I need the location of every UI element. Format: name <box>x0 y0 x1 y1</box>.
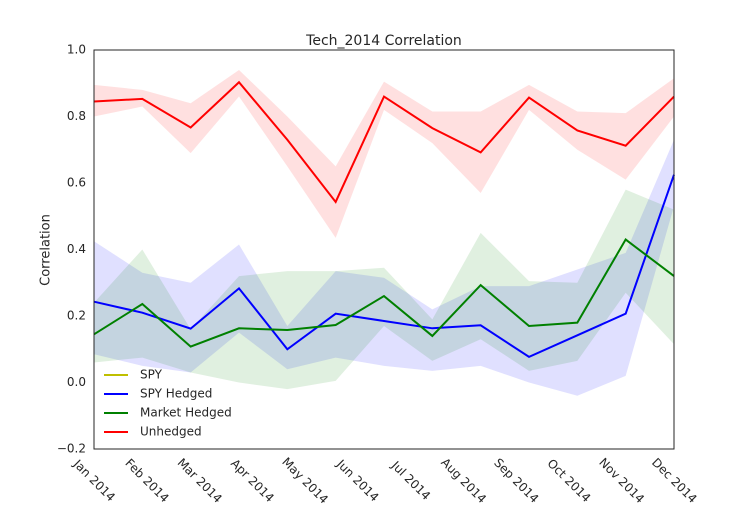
x-tick-label: Feb 2014 <box>122 456 171 505</box>
y-tick-label: 0.4 <box>67 242 86 256</box>
x-tick-label: Dec 2014 <box>649 455 700 506</box>
series-line <box>93 80 675 204</box>
x-tick-label: Sep 2014 <box>491 456 541 506</box>
legend-label: Unhedged <box>140 425 202 439</box>
x-tick-label: Apr 2014 <box>228 456 277 505</box>
y-axis-label: Correlation <box>39 214 54 286</box>
confidence-band <box>94 139 674 396</box>
plot-frame <box>93 49 675 450</box>
legend-label: SPY <box>140 368 163 382</box>
x-tick-label: Jun 2014 <box>333 456 381 504</box>
y-tick-label: 0.6 <box>67 176 86 190</box>
confidence-band <box>94 69 674 238</box>
y-tick-label: 0.2 <box>67 309 86 323</box>
x-tick-label: Nov 2014 <box>596 455 647 506</box>
confidence-band <box>94 189 674 390</box>
x-tick-label: Aug 2014 <box>438 455 489 506</box>
x-tick-label: Jul 2014 <box>388 458 433 503</box>
y-tick-label: 0.0 <box>67 375 86 389</box>
chart-title: Tech_2014 Correlation <box>305 33 462 49</box>
series-line <box>93 174 675 359</box>
series-line <box>93 238 675 348</box>
x-tick-label: Oct 2014 <box>545 456 594 505</box>
x-tick-label: Jan 2014 <box>70 456 118 504</box>
legend-label: Market Hedged <box>140 406 232 420</box>
y-tick-label: −0.2 <box>57 442 86 456</box>
y-tick-label: 1.0 <box>67 43 86 57</box>
x-tick-label: Mar 2014 <box>175 456 225 506</box>
legend-label: SPY Hedged <box>140 387 212 401</box>
x-tick-label: May 2014 <box>279 455 331 507</box>
y-tick-label: 0.8 <box>67 109 86 123</box>
